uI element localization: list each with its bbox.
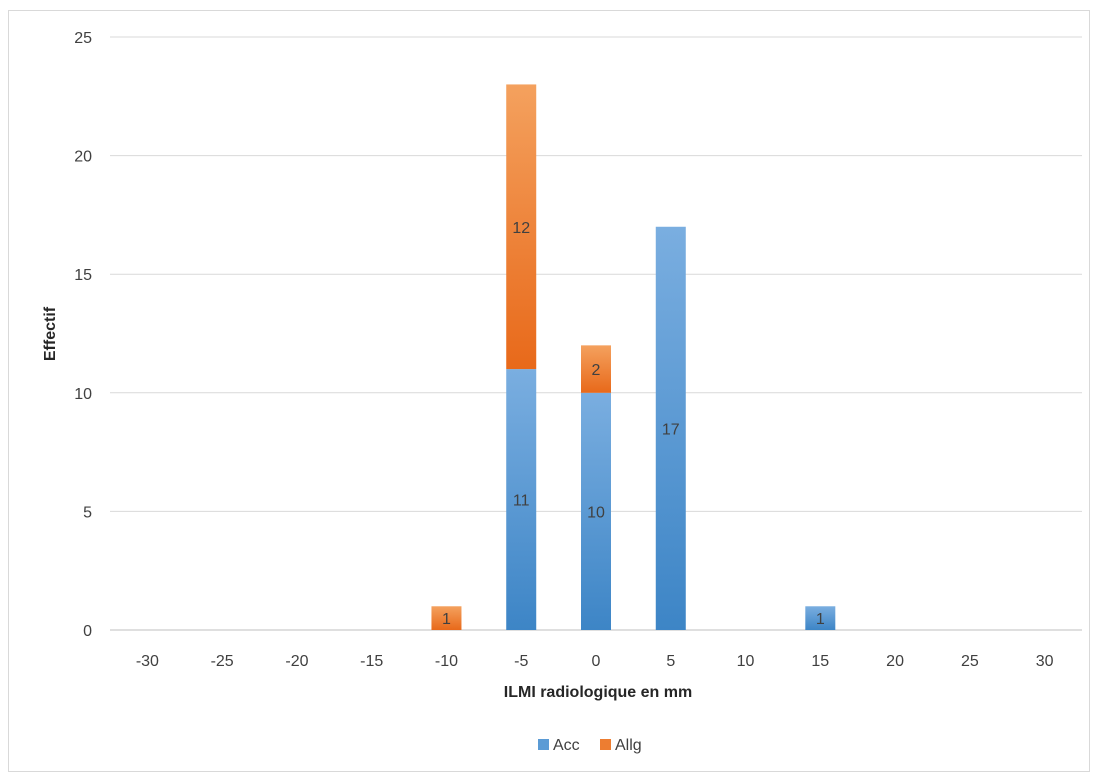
- x-tick-label: -25: [211, 653, 234, 670]
- chart-frame: [8, 10, 1090, 772]
- data-label: 12: [512, 220, 530, 237]
- legend: Acc Allg: [538, 737, 642, 754]
- legend-swatch-allg: [600, 739, 611, 750]
- x-tick-label: -10: [435, 653, 458, 670]
- bar-acc: [655, 226, 686, 630]
- bar-acc: [805, 606, 836, 630]
- legend-swatch-acc: [538, 739, 549, 750]
- x-tick-label: 20: [886, 653, 904, 670]
- y-tick-label: 15: [74, 267, 92, 284]
- x-tick-label: 25: [961, 653, 979, 670]
- data-label: 1: [816, 611, 825, 628]
- y-tick-label: 0: [83, 623, 92, 640]
- bar-allg: [506, 84, 537, 370]
- x-tick-label: -20: [285, 653, 308, 670]
- y-tick-label: 5: [83, 504, 92, 521]
- y-tick-label: 20: [74, 149, 92, 166]
- bar-acc: [506, 369, 537, 630]
- x-tick-label: 0: [592, 653, 601, 670]
- data-label: 10: [587, 504, 605, 521]
- bar-allg: [431, 606, 462, 630]
- data-label: 1: [442, 611, 451, 628]
- y-tick-label: 25: [74, 30, 92, 47]
- data-label: 11: [513, 493, 530, 510]
- x-tick-label: 15: [811, 653, 829, 670]
- x-tick-label: 10: [737, 653, 755, 670]
- x-tick-label: 30: [1036, 653, 1054, 670]
- x-tick-label: -15: [360, 653, 383, 670]
- x-axis-title: ILMI radiologique en mm: [504, 684, 692, 701]
- x-tick-label: 5: [666, 653, 675, 670]
- y-axis-title: Effectif: [42, 306, 59, 361]
- gridlines: [110, 36, 1082, 631]
- bar-acc: [581, 392, 611, 630]
- legend-label-allg: Allg: [615, 737, 642, 754]
- y-axis-ticks: 0 5 10 15 20 25: [74, 30, 92, 640]
- data-label: 2: [592, 362, 601, 379]
- data-label: 17: [662, 421, 680, 438]
- y-tick-label: 10: [74, 386, 92, 403]
- bar-allg: [581, 345, 611, 393]
- x-tick-label: -30: [136, 653, 159, 670]
- x-tick-label: -5: [514, 653, 528, 670]
- x-axis-ticks: -30 -25 -20 -15 -10 -5 0 5 10 15 20 25 30: [136, 653, 1054, 670]
- legend-label-acc: Acc: [553, 737, 580, 754]
